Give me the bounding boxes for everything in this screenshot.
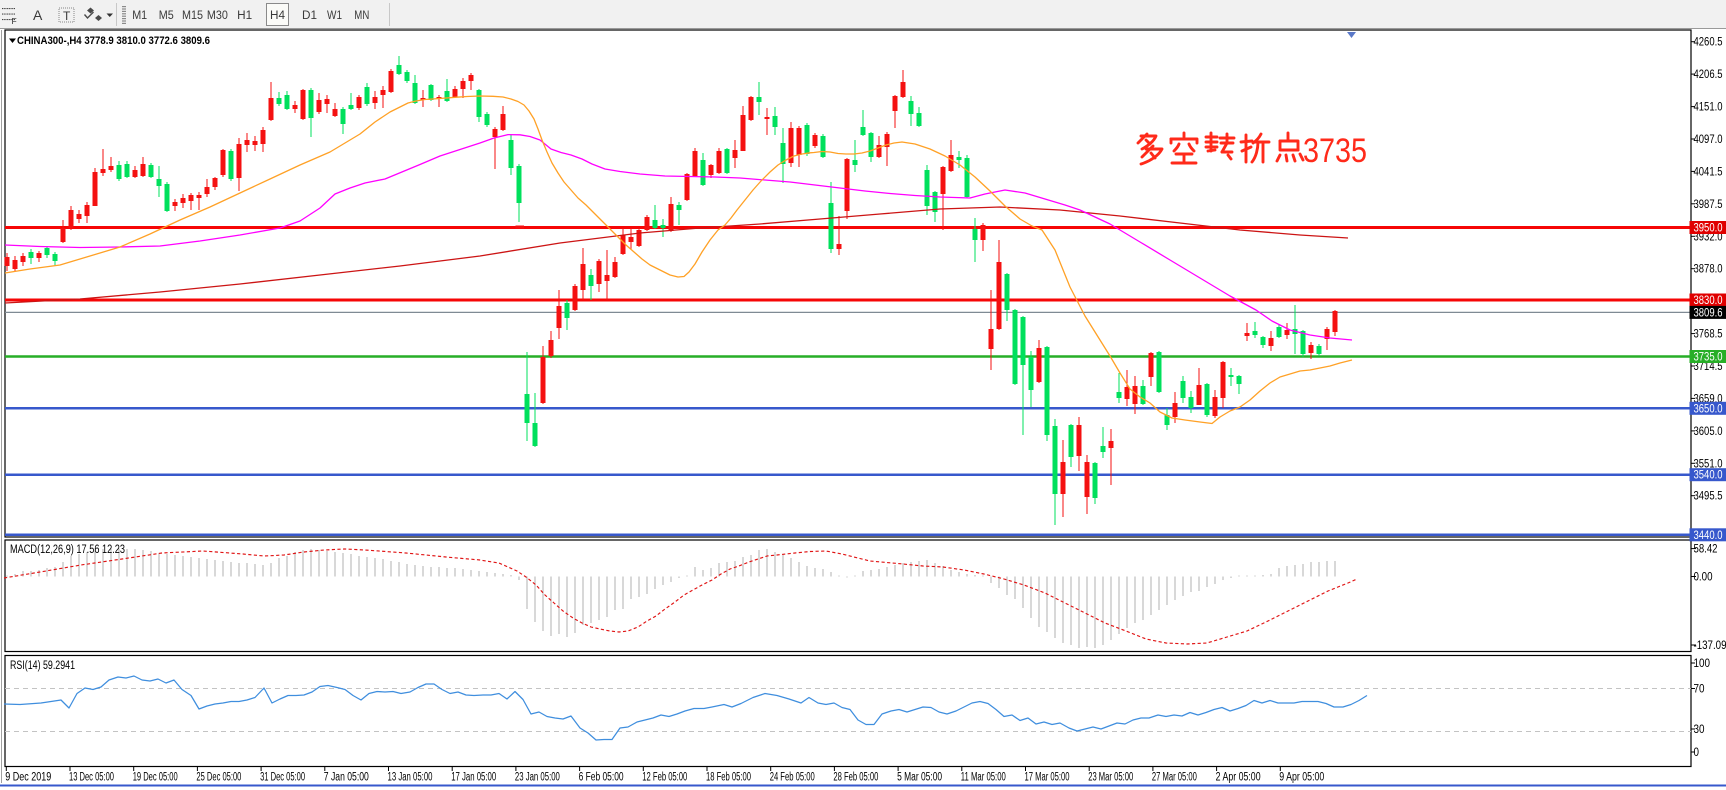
svg-text:3987.5: 3987.5 [1694,197,1723,211]
svg-text:2 Apr 05:00: 2 Apr 05:00 [1216,772,1261,784]
svg-text:3605.0: 3605.0 [1694,424,1723,438]
svg-text:T: T [63,9,71,23]
svg-text:31 Dec 05:00: 31 Dec 05:00 [260,772,305,784]
svg-text:3809.6: 3809.6 [1694,305,1723,319]
svg-text:23 Jan 05:00: 23 Jan 05:00 [515,772,560,784]
svg-text:MN: MN [354,10,369,22]
svg-text:M15: M15 [182,10,203,22]
svg-text:18 Feb 05:00: 18 Feb 05:00 [706,772,751,784]
svg-text:12 Feb 05:00: 12 Feb 05:00 [642,772,687,784]
svg-text:19 Dec 05:00: 19 Dec 05:00 [133,772,178,784]
svg-text:M30: M30 [207,10,228,22]
svg-text:3495.5: 3495.5 [1694,489,1723,503]
svg-text:13 Dec 05:00: 13 Dec 05:00 [69,772,114,784]
svg-text:11 Mar 05:00: 11 Mar 05:00 [961,772,1006,784]
svg-text:3735: 3735 [1303,132,1367,170]
svg-text:58.42: 58.42 [1694,542,1718,556]
svg-text:30: 30 [1694,722,1705,736]
svg-text:3540.0: 3540.0 [1694,468,1723,482]
svg-text:27 Mar 05:00: 27 Mar 05:00 [1152,772,1197,784]
svg-text:4097.0: 4097.0 [1694,132,1723,146]
svg-text:3830.0: 3830.0 [1694,293,1723,307]
svg-text:A: A [33,7,43,23]
svg-text:3650.0: 3650.0 [1694,401,1723,415]
svg-text:4151.0: 4151.0 [1694,100,1723,114]
svg-text:H4: H4 [270,10,286,22]
svg-text:4206.5: 4206.5 [1694,67,1723,81]
svg-text:7 Jan 05:00: 7 Jan 05:00 [324,772,369,784]
svg-text:9 Dec 2019: 9 Dec 2019 [5,772,51,784]
svg-text:RSI(14) 59.2941: RSI(14) 59.2941 [10,660,75,672]
svg-text:3878.0: 3878.0 [1694,262,1723,276]
svg-text:24 Feb 05:00: 24 Feb 05:00 [770,772,815,784]
svg-text:3950.0: 3950.0 [1694,221,1723,235]
svg-text:D1: D1 [302,10,317,22]
svg-text:3551.0: 3551.0 [1694,456,1723,470]
svg-text:28 Feb 05:00: 28 Feb 05:00 [833,772,878,784]
svg-text:0: 0 [1694,745,1700,759]
svg-text:0.00: 0.00 [1694,570,1713,584]
svg-text:3768.5: 3768.5 [1694,327,1723,341]
svg-text:W1: W1 [327,10,342,22]
svg-text:MACD(12,26,9) 17.56 12.23: MACD(12,26,9) 17.56 12.23 [10,544,125,556]
svg-text:3735.0: 3735.0 [1694,350,1723,364]
svg-text:M1: M1 [132,10,147,22]
svg-text:25 Dec 05:00: 25 Dec 05:00 [196,772,241,784]
svg-text:3440.0: 3440.0 [1694,528,1723,542]
svg-text:M5: M5 [159,10,174,22]
svg-text:4260.5: 4260.5 [1694,35,1723,49]
svg-text:23 Mar 05:00: 23 Mar 05:00 [1088,772,1133,784]
svg-text:100: 100 [1694,656,1711,670]
svg-text:70: 70 [1694,682,1705,696]
svg-text:5 Mar 05:00: 5 Mar 05:00 [897,772,942,784]
svg-text:9 Apr 05:00: 9 Apr 05:00 [1279,772,1324,784]
svg-text:F: F [12,16,17,26]
svg-text:17 Mar 05:00: 17 Mar 05:00 [1025,772,1070,784]
svg-text:-137.09: -137.09 [1694,638,1726,652]
svg-text:4041.5: 4041.5 [1694,164,1723,178]
svg-text:17 Jan 05:00: 17 Jan 05:00 [451,772,496,784]
svg-text:13 Jan 05:00: 13 Jan 05:00 [388,772,433,784]
svg-text:CHINA300-,H4 3778.9 3810.0 37: CHINA300-,H4 3778.9 3810.0 3772.6 3809.6 [17,35,210,47]
svg-text:6 Feb 05:00: 6 Feb 05:00 [579,772,624,784]
svg-text:H1: H1 [237,10,252,22]
